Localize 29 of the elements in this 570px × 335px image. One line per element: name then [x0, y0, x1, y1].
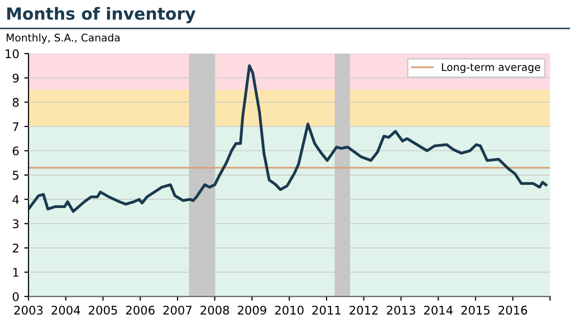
- legend-label: Long-term average: [442, 63, 540, 74]
- y-tick-label: 7: [12, 122, 18, 131]
- x-tick-label: 2004: [52, 306, 80, 315]
- y-tick-label: 10: [6, 49, 19, 58]
- y-tick-label: 4: [12, 195, 19, 204]
- x-tick-label: 2013: [386, 306, 416, 315]
- x-tick-label: 2014: [424, 306, 453, 315]
- chart-subtitle: Monthly, S.A., Canada: [6, 33, 120, 44]
- x-tick-label: 2007: [163, 306, 192, 315]
- y-tick-label: 9: [12, 74, 19, 83]
- chart-title: Months of inventory: [7, 6, 196, 24]
- x-tick-label: 2011: [312, 306, 340, 315]
- x-tick-label: 2009: [238, 306, 266, 315]
- line-series: [28, 64, 548, 213]
- y-tick-label: 3: [12, 219, 19, 228]
- x-tick-label: 2010: [275, 306, 304, 315]
- x-tick-label: 2006: [126, 306, 155, 315]
- y-tick-label: 0: [12, 292, 19, 302]
- y-tick-label: 8: [12, 98, 19, 107]
- x-tick-label: 2015: [461, 306, 490, 315]
- y-tick-label: 5: [12, 170, 18, 180]
- y-tick-label: 2: [12, 244, 18, 252]
- x-tick-label: 2016: [498, 306, 528, 315]
- y-tick-label: 6: [12, 146, 19, 156]
- x-tick-label: 2012: [350, 306, 378, 315]
- y-tick-label: 1: [13, 268, 18, 277]
- x-tick-label: 2008: [200, 306, 229, 315]
- x-tick-label: 2003: [14, 306, 43, 315]
- x-tick-label: 2005: [88, 306, 117, 315]
